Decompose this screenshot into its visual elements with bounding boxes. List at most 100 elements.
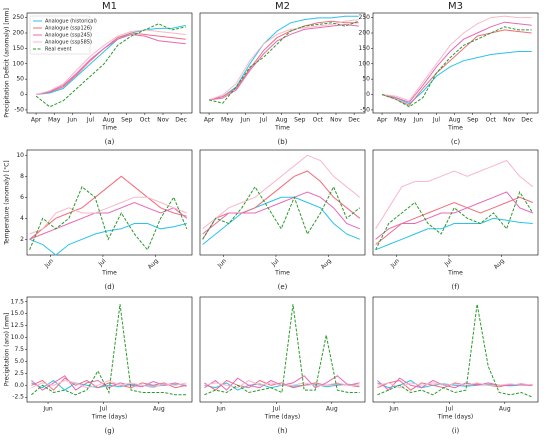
plot-area [199,296,366,403]
x-tick-label: Jun [388,406,399,413]
y-tick-label: 5.0 [14,358,24,365]
series-line [35,29,186,95]
y-tick-label: -50 [360,106,370,113]
legend-label: Real event [45,47,72,53]
y-tick-label: -50 [14,106,24,113]
series-line [381,21,532,103]
series-line [204,379,360,389]
y-tick-label: 200 [13,30,25,37]
y-axis-label: Precipitation (ano) [mm] [4,313,11,387]
x-tick-label: Nov [157,117,169,124]
y-axis-label: Precipitation Deficit (anomaly) [mm] [4,8,11,118]
x-axis-label: Time [101,125,117,132]
y-tick-label: 0 [366,91,370,98]
x-tick-label: Apr [377,117,388,124]
y-tick-label: 150 [13,45,25,52]
x-tick-label: Oct [140,117,151,124]
x-tick-label: Jul [272,406,281,413]
panel-label: (g) [105,427,115,435]
panel-label: (d) [105,283,115,291]
x-tick-label: Jun [67,117,78,124]
x-tick-label: May [221,117,234,124]
panel-label: (a) [105,138,115,146]
panel-label: (f) [452,283,460,291]
x-axis-label: Time (days) [91,414,127,421]
legend-label: Analogue (ssp585) [45,40,92,46]
x-tick-label: Sep [121,117,133,124]
x-tick-label: Jun [240,117,251,124]
x-tick-label: Sep [467,117,479,124]
panel-title: M3 [448,1,463,12]
x-tick-label: Jul [259,117,268,124]
panel-label: (b) [278,138,288,146]
plot-area [372,296,539,403]
y-tick-label: 6 [20,194,24,201]
x-tick-label: Jul [432,117,441,124]
x-tick-label: Apr [204,117,215,124]
panel-title: M2 [275,1,290,12]
plot-area [26,149,193,256]
series-line [377,304,533,398]
series-line [31,379,187,389]
x-tick-label: Jul [443,257,454,268]
y-axis-label: Temperature (anomaly) [°C] [4,160,11,245]
x-tick-label: Oct [313,117,324,124]
x-tick-label: Jun [42,406,53,413]
x-axis-label: Time [274,125,290,132]
x-tick-label: Jun [43,257,55,269]
x-tick-label: Jun [413,117,424,124]
series-line [31,304,187,396]
x-tick-label: Jul [97,257,108,268]
x-axis-label: Time [274,270,290,277]
series-line [29,223,187,256]
series-line [204,379,360,391]
series-line [36,24,186,95]
x-axis-label: Time (days) [437,414,473,421]
y-tick-label: 100 [13,60,25,67]
y-tick-label: 17.5 [11,298,25,305]
x-tick-label: Aug [147,257,160,270]
series-line [202,154,361,230]
y-tick-label: -2.5 [12,394,24,401]
y-tick-label: 0.0 [14,382,24,389]
panel-label: (e) [278,283,288,291]
y-tick-label: 100 [359,60,371,67]
x-tick-label: Aug [276,117,288,124]
x-axis-label: Time (days) [264,414,300,421]
series-line [375,159,534,230]
x-tick-label: Nov [330,117,342,124]
x-tick-label: Aug [320,257,333,270]
x-tick-label: Oct [486,117,497,124]
series-line [381,29,532,106]
panel-label: (c) [451,138,461,146]
y-tick-label: 15.0 [11,310,25,317]
y-tick-label: 4 [20,215,24,222]
series-line [31,375,187,391]
y-tick-label: 10.0 [11,334,25,341]
y-tick-label: 200 [359,30,371,37]
x-axis-label: Time [101,270,117,277]
series-line [29,185,188,251]
x-tick-label: Jul [86,117,95,124]
x-tick-label: Aug [449,117,461,124]
series-line [375,190,534,251]
x-tick-label: Sep [294,117,306,124]
x-tick-label: Jul [270,257,281,268]
legend-label: Analogue (ssp245) [45,33,92,39]
y-tick-label: 8 [20,173,24,180]
y-tick-label: 250 [359,14,371,21]
series-line [204,304,360,396]
x-tick-label: Aug [103,117,115,124]
series-line [381,26,532,108]
x-tick-label: Aug [326,406,338,413]
x-tick-label: Aug [499,406,511,413]
series-line [35,23,186,108]
y-tick-label: 50 [16,76,24,83]
series-line [202,191,360,235]
x-tick-label: Jun [215,406,226,413]
x-tick-label: Dec [175,117,187,124]
x-tick-label: Aug [153,406,165,413]
y-tick-label: 50 [362,76,370,83]
plot-area [199,12,366,114]
